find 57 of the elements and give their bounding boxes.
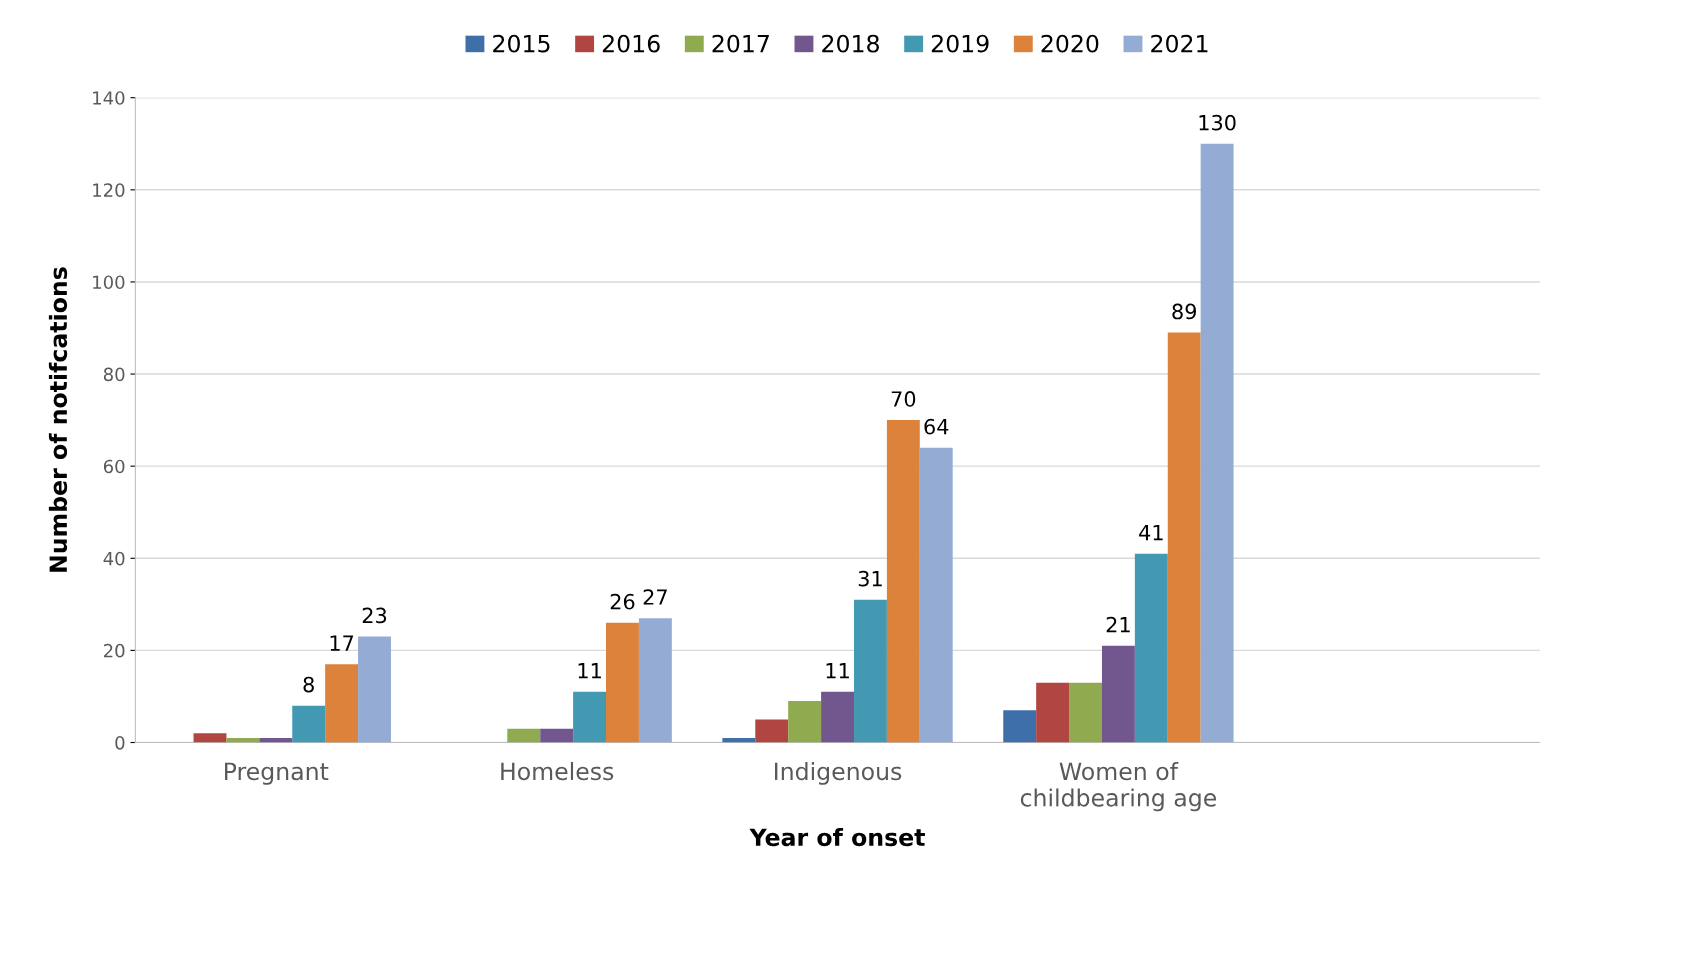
bar bbox=[358, 636, 391, 743]
x-tick-label: Homeless bbox=[501, 761, 614, 781]
bar bbox=[1003, 710, 1037, 743]
data-label: 23 bbox=[362, 607, 387, 624]
data-label: 64 bbox=[924, 418, 949, 435]
bar bbox=[1167, 332, 1201, 743]
data-label: 41 bbox=[1139, 524, 1163, 541]
bar bbox=[1036, 682, 1070, 743]
bar bbox=[573, 691, 607, 743]
legend-label: 2019 bbox=[931, 34, 989, 53]
data-label: 8 bbox=[303, 676, 314, 693]
bar bbox=[606, 622, 639, 743]
data-label: 70 bbox=[891, 391, 916, 407]
y-tick-label: 100 bbox=[93, 275, 125, 290]
bar bbox=[853, 599, 887, 743]
bar bbox=[193, 733, 227, 743]
legend-label: 2021 bbox=[1151, 34, 1208, 53]
legend-label: 2018 bbox=[822, 34, 879, 53]
legend-label: 2016 bbox=[602, 34, 660, 53]
x-tick-label: Pregnant bbox=[225, 762, 329, 785]
data-label: 130 bbox=[1199, 114, 1236, 131]
legend-label: 2017 bbox=[712, 34, 769, 53]
y-tick-label: 0 bbox=[115, 735, 125, 750]
data-label: 17 bbox=[330, 635, 354, 651]
legend-label: 2015 bbox=[493, 34, 550, 53]
bar bbox=[788, 701, 822, 743]
x-axis-title: Year of onset bbox=[749, 827, 925, 847]
bar bbox=[919, 447, 953, 743]
bar bbox=[292, 705, 326, 743]
y-tick-label: 140 bbox=[93, 91, 125, 105]
y-tick-label: 120 bbox=[93, 183, 125, 197]
bar bbox=[507, 728, 541, 743]
bar bbox=[1134, 553, 1168, 743]
data-label: 31 bbox=[858, 570, 882, 587]
data-label: 27 bbox=[643, 589, 667, 605]
y-tick-label: 60 bbox=[103, 459, 125, 474]
y-tick-label: 40 bbox=[103, 551, 125, 566]
legend-label: 2020 bbox=[1041, 34, 1099, 53]
bar bbox=[886, 420, 920, 743]
x-tick-label: Indigenous bbox=[775, 761, 902, 785]
bar bbox=[821, 691, 854, 743]
x-tick-label: Women of childbearing age bbox=[1020, 761, 1217, 812]
bar bbox=[1069, 682, 1102, 743]
data-label: 89 bbox=[1172, 303, 1197, 320]
data-label: 11 bbox=[826, 663, 849, 679]
y-tick-label: 80 bbox=[103, 367, 125, 382]
bar bbox=[638, 618, 672, 743]
y-tick-label: 20 bbox=[103, 643, 125, 658]
data-label: 26 bbox=[610, 593, 635, 610]
y-axis-title: Number of notifcations bbox=[48, 267, 68, 572]
bar bbox=[755, 719, 789, 743]
data-label: 21 bbox=[1106, 616, 1130, 633]
bar bbox=[1200, 143, 1234, 743]
bar bbox=[540, 728, 574, 743]
bar bbox=[1101, 645, 1135, 743]
bar bbox=[325, 664, 359, 743]
data-label: 11 bbox=[578, 663, 601, 679]
